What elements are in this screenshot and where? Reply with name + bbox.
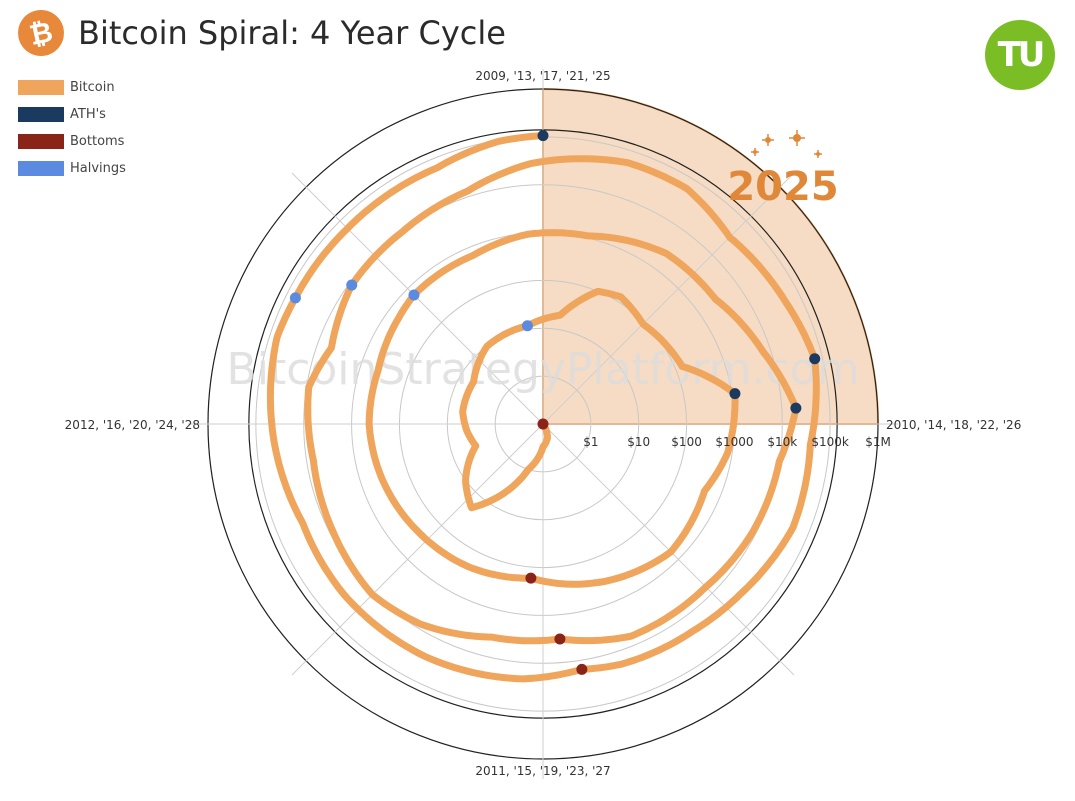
halving-marker <box>346 279 358 291</box>
header: ₿ Bitcoin Spiral: 4 Year Cycle <box>13 5 506 61</box>
halving-marker <box>289 292 301 304</box>
legend-swatch <box>18 133 64 149</box>
radial-tick-label: $100 <box>671 435 702 449</box>
ath-marker <box>809 353 821 365</box>
highlight-year-label: 2025 <box>727 164 838 210</box>
chart-grid <box>188 69 898 779</box>
radial-tick-label: $100k <box>811 435 849 449</box>
legend-label: Bottoms <box>70 133 125 149</box>
legend-swatch <box>18 106 64 122</box>
bitcoin-series <box>266 132 820 683</box>
bottom-marker <box>576 663 588 675</box>
radial-tick-labels: $1 $10 $100 $1000 $10k $100k $1M <box>583 435 891 449</box>
grid-spoke <box>291 423 544 676</box>
legend-swatch <box>18 160 64 176</box>
angular-label-right: 2010, '14, '18, '22, '26 <box>886 418 1021 432</box>
bottom-marker <box>525 572 537 584</box>
angular-label-left: 2012, '16, '20, '24, '28 <box>65 418 200 432</box>
legend-swatch <box>18 79 64 95</box>
highlight-year: 2025 <box>727 130 839 210</box>
axis-labels: 2009, '13, '17, '21, '25 2010, '14, '18,… <box>65 69 1022 778</box>
chart-title: Bitcoin Spiral: 4 Year Cycle <box>78 14 506 52</box>
legend: Bitcoin ATH's Bottoms Halvings <box>18 78 126 186</box>
radial-tick-label: $1000 <box>715 435 753 449</box>
bottom-marker <box>554 633 566 645</box>
bitcoin-price-line <box>266 132 820 683</box>
radial-tick-label: $1M <box>865 435 891 449</box>
ath-marker <box>537 130 549 142</box>
halving-marker <box>408 289 420 301</box>
angular-label-top: 2009, '13, '17, '21, '25 <box>475 69 610 83</box>
legend-label: Halvings <box>70 160 126 176</box>
brand-badge-icon: TU <box>985 20 1055 90</box>
legend-item-bottoms[interactable]: Bottoms <box>18 132 126 150</box>
radial-tick-label: $10k <box>767 435 797 449</box>
grid-spoke <box>542 172 795 425</box>
legend-label: ATH's <box>70 106 106 122</box>
legend-item-bitcoin[interactable]: Bitcoin <box>18 78 126 96</box>
legend-item-halvings[interactable]: Halvings <box>18 159 126 177</box>
ath-marker <box>790 402 802 414</box>
ath-marker <box>729 388 741 400</box>
legend-item-aths[interactable]: ATH's <box>18 105 126 123</box>
bottom-marker <box>537 418 549 430</box>
radial-tick-label: $1 <box>583 435 598 449</box>
legend-label: Bitcoin <box>70 79 115 95</box>
angular-label-bottom: 2011, '15, '19, '23, '27 <box>475 764 610 778</box>
chart-markers <box>289 130 821 675</box>
radial-tick-label: $10 <box>627 435 650 449</box>
halving-marker <box>521 320 533 332</box>
